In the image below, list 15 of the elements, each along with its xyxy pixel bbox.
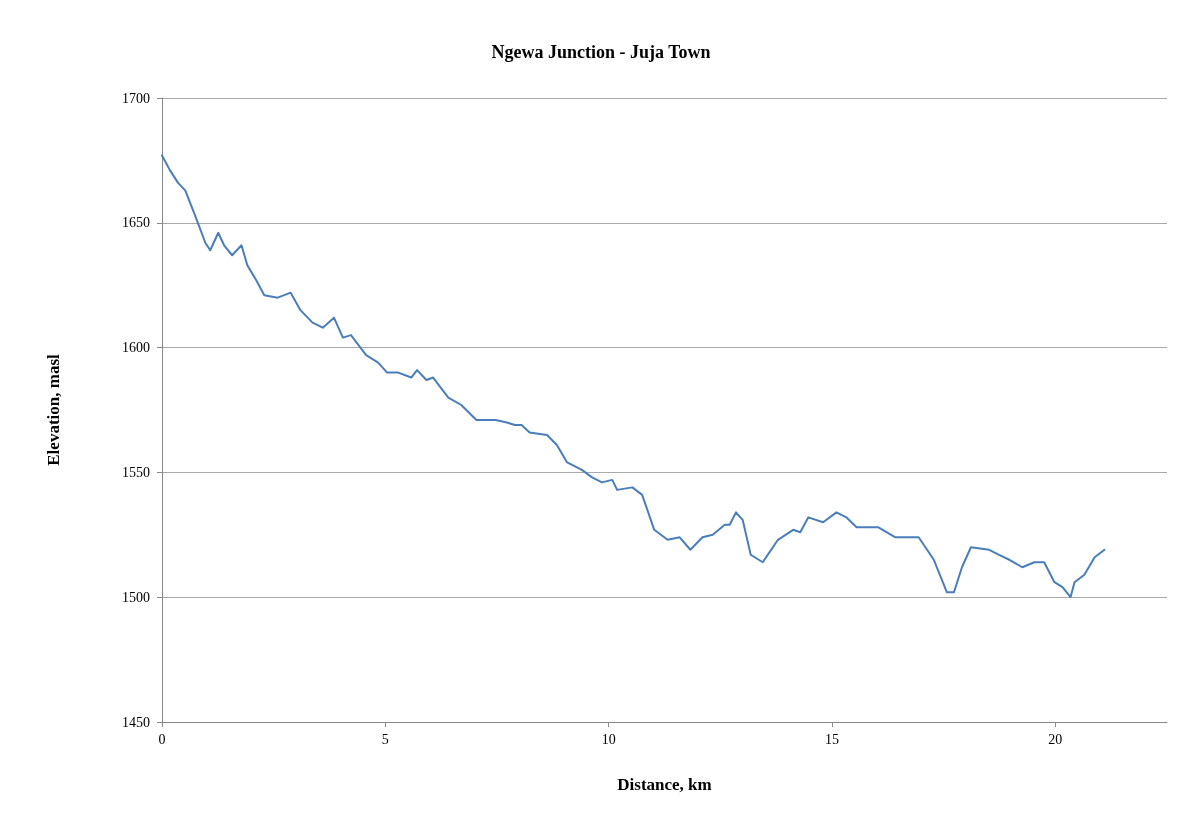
y-tick-label: 1600 <box>122 340 150 356</box>
y-tick-label: 1500 <box>122 589 150 605</box>
x-tick-label: 10 <box>601 731 616 747</box>
x-tick-label: 20 <box>1048 731 1063 747</box>
line-series <box>161 154 1106 599</box>
y-axis-title: Elevation, masl <box>44 354 63 466</box>
x-axis-title: Distance, km <box>617 775 712 794</box>
chart-title: Ngewa Junction - Juja Town <box>491 42 711 62</box>
y-tick-label: 1650 <box>122 215 150 231</box>
y-tick-label: 1550 <box>122 464 150 480</box>
y-tick-label: 1700 <box>122 90 150 106</box>
y-tick-label: 1450 <box>122 714 150 730</box>
x-tick-label: 15 <box>825 731 839 747</box>
x-tick-label: 5 <box>381 731 389 747</box>
x-tick-label: 0 <box>158 731 166 747</box>
